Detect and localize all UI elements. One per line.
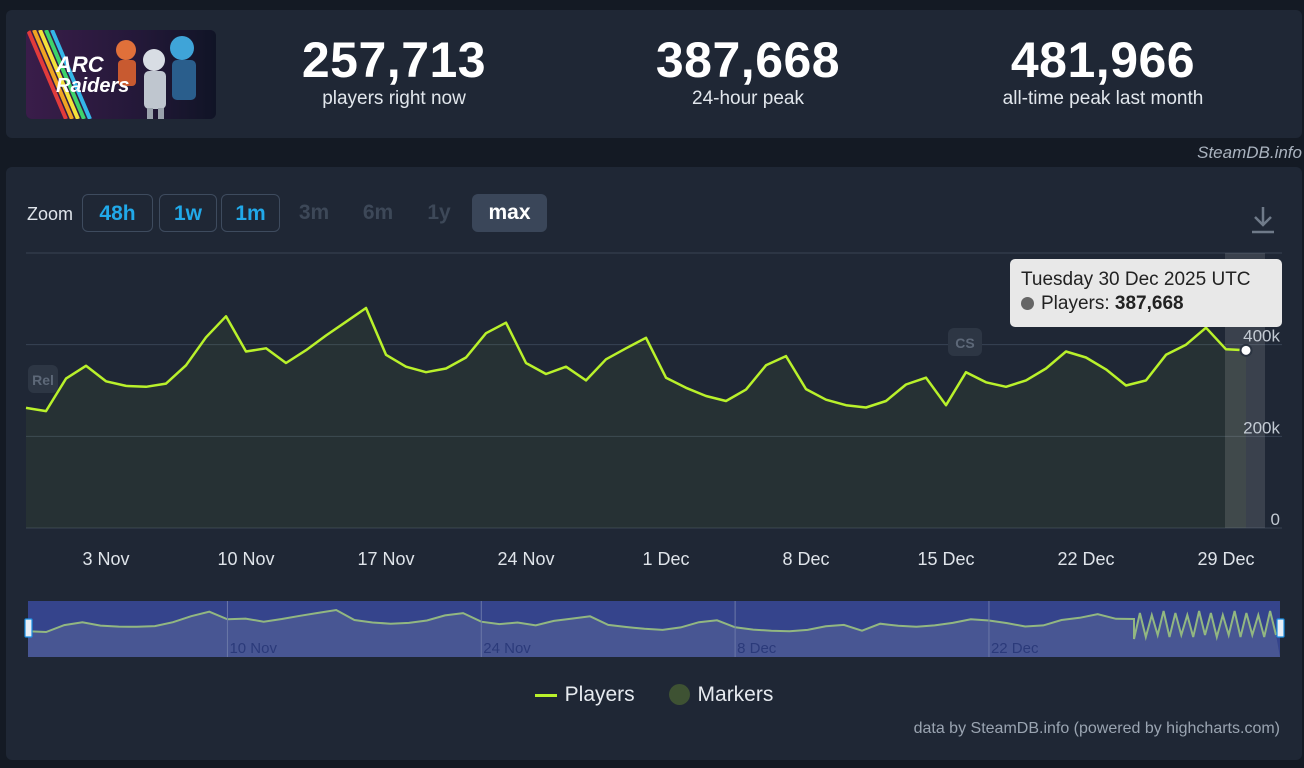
zoom-label: Zoom xyxy=(27,204,74,224)
legend-item-players[interactable]: Players xyxy=(534,683,635,707)
hover-point xyxy=(1239,343,1253,357)
navigator-area xyxy=(28,610,1280,657)
x-tick-label: 1 Dec xyxy=(642,549,689,569)
navigator-selection xyxy=(28,601,1280,657)
marker-rel-label: Rel xyxy=(32,372,54,388)
player-chart[interactable]: Rel CS 0 200k 400k 3 Nov 10 Nov 17 Nov 24 Nov 1 D… xyxy=(6,167,1302,760)
tooltip-dot-icon xyxy=(1021,297,1034,310)
navigator-tick-label: 22 Dec xyxy=(991,640,1039,657)
stat-value: 481,966 xyxy=(1010,32,1196,88)
x-tick-label: 22 Dec xyxy=(1057,549,1114,569)
tooltip-value: 387,668 xyxy=(1114,293,1184,314)
marker-cs xyxy=(948,328,982,356)
y-tick-label: 0 xyxy=(1271,510,1280,529)
navigator-handle-left-icon[interactable] xyxy=(24,618,33,638)
highcharts-credit[interactable]: data by SteamDB.info (powered by highcha… xyxy=(913,720,1280,737)
logo-text-raiders: Raiders xyxy=(56,75,129,97)
stat-label: all-time peak last month xyxy=(1002,88,1204,109)
legend-item-markers[interactable]: Markers xyxy=(668,683,774,707)
x-tick-label: 15 Dec xyxy=(917,549,974,569)
logo-text-arc: ARC xyxy=(55,52,105,77)
x-tick-label: 8 Dec xyxy=(782,549,829,569)
zoom-1y-button[interactable]: 1y xyxy=(427,201,451,224)
x-tick-label: 17 Nov xyxy=(357,549,414,569)
zoom-1w-button[interactable]: 1w xyxy=(159,194,217,232)
x-tick-label: 24 Nov xyxy=(497,549,554,569)
legend-label: Markers xyxy=(697,683,774,706)
stat-24h-peak: 387,668 24-hour peak xyxy=(598,32,898,110)
stat-value: 257,713 xyxy=(301,32,487,88)
stats-card: ARC Raiders 257,713 players right now 38… xyxy=(6,10,1302,138)
legend-label: Players xyxy=(564,683,635,706)
zoom-1m-button[interactable]: 1m xyxy=(221,194,280,232)
zoom-48h-button[interactable]: 48h xyxy=(82,194,153,232)
stat-players-now: 257,713 players right now xyxy=(244,32,544,110)
navigator-handle-right-icon[interactable] xyxy=(1276,618,1285,638)
x-tick-label: 29 Dec xyxy=(1197,549,1254,569)
chart-legend: Players Markers xyxy=(6,683,1302,707)
stat-value: 387,668 xyxy=(655,32,841,88)
x-tick-label: 10 Nov xyxy=(217,549,274,569)
series-area xyxy=(26,308,1246,528)
game-logo-art: ARC Raiders xyxy=(26,30,216,119)
navigator-tick-label: 10 Nov xyxy=(229,640,277,657)
legend-dot-icon xyxy=(668,684,690,705)
tooltip-date: Tuesday 30 Dec 2025 UTC xyxy=(1021,269,1251,290)
zoom-3m-button[interactable]: 3m xyxy=(298,201,330,224)
marker-cs-label: CS xyxy=(955,335,974,351)
navigator-tick-label: 24 Nov xyxy=(483,640,531,657)
stat-label: players right now xyxy=(322,88,466,109)
game-logo[interactable]: ARC Raiders xyxy=(26,30,216,119)
zoom-6m-button[interactable]: 6m xyxy=(362,201,394,224)
chart-tooltip: Tuesday 30 Dec 2025 UTC Players: 387,668 xyxy=(1010,259,1282,327)
navigator-series xyxy=(27,608,1277,641)
stat-alltime-peak: 481,966 all-time peak last month xyxy=(953,32,1253,110)
marker-rel xyxy=(28,365,58,393)
tooltip-series: Players: 387,668 xyxy=(1021,292,1271,316)
zoom-max-button[interactable]: max xyxy=(472,194,547,232)
stat-label: 24-hour peak xyxy=(692,88,804,109)
navigator-tick-label: 8 Dec xyxy=(737,640,777,657)
legend-line-icon xyxy=(534,693,557,697)
chart-card: Rel CS 0 200k 400k 3 Nov 10 Nov 17 Nov 24 Nov 1 D… xyxy=(6,167,1302,760)
steamdb-credit[interactable]: SteamDB.info xyxy=(1197,143,1302,162)
x-tick-label: 3 Nov xyxy=(82,549,129,569)
download-icon[interactable] xyxy=(1249,205,1277,235)
y-tick-label: 400k xyxy=(1243,327,1280,346)
series-line-players xyxy=(25,306,1247,413)
tooltip-series-name: Players xyxy=(1041,293,1105,314)
y-tick-label: 200k xyxy=(1243,418,1280,437)
